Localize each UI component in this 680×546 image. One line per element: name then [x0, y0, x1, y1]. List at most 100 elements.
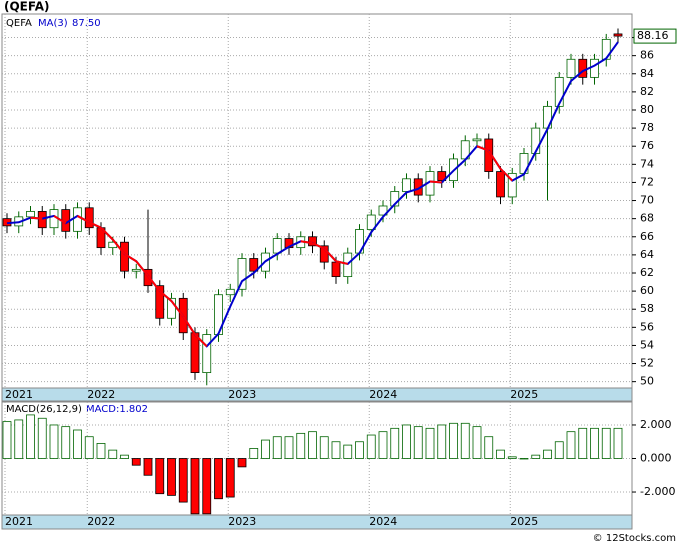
macd-bar — [531, 454, 541, 459]
y-tick-label: 64 — [640, 248, 654, 261]
macd-bar — [507, 456, 517, 459]
macd-bar — [437, 424, 447, 459]
x-tick-label: 2025 — [510, 515, 538, 528]
macd-bar — [26, 414, 35, 459]
candle-body — [331, 261, 341, 278]
y-tick-label: 76 — [640, 139, 654, 152]
macd-bar — [613, 427, 623, 459]
y-tick-label: 68 — [640, 212, 654, 225]
candle-body — [131, 268, 141, 272]
ma-down-segment — [300, 240, 313, 245]
ma-down-segment — [123, 253, 137, 263]
last-price-label: 88.16 — [637, 29, 669, 42]
macd-bar — [590, 427, 599, 459]
candle-body — [390, 191, 400, 207]
y-tick-label: 74 — [640, 157, 654, 170]
ma-down-segment — [53, 215, 67, 225]
macd-bar — [214, 458, 223, 500]
candle-body — [26, 211, 35, 218]
macd-bar — [496, 449, 505, 459]
ma-down-segment — [312, 242, 325, 250]
macd-bar — [284, 436, 294, 459]
ma-down-segment — [100, 227, 114, 241]
candle-body — [402, 178, 411, 192]
macd-bar — [73, 429, 82, 459]
y-tick-label: 52 — [640, 357, 654, 370]
x-tick-label: 2022 — [87, 388, 115, 401]
macd-bar — [460, 422, 470, 459]
y-tick-label: 70 — [640, 194, 654, 207]
macd-bar — [202, 458, 212, 515]
ma-down-segment — [135, 260, 149, 277]
y-tick-label: 0.000 — [640, 452, 672, 465]
macd-bar — [155, 458, 165, 495]
x-tick-label: 2021 — [5, 515, 33, 528]
legend-entry: MA(3) — [38, 18, 68, 29]
macd-bar — [131, 458, 141, 466]
macd-bar — [84, 436, 94, 459]
candle-body — [237, 258, 247, 290]
candle-body — [566, 58, 576, 78]
ma-down-segment — [159, 290, 173, 302]
x-tick-label: 2025 — [510, 388, 538, 401]
macd-bar — [343, 444, 353, 459]
macd-bar — [261, 439, 270, 459]
macd-bar — [554, 441, 564, 459]
candle-body — [155, 285, 165, 319]
year-band — [1, 387, 633, 402]
macd-bar — [2, 421, 12, 459]
candle-body — [507, 172, 517, 198]
candle-body — [472, 138, 482, 142]
candle-body — [308, 236, 317, 247]
candle-body — [366, 214, 376, 230]
y-tick-label: 72 — [640, 175, 654, 188]
candle-body — [496, 171, 505, 198]
year-band — [1, 514, 633, 530]
macd-bar — [61, 426, 71, 459]
candle-body — [249, 258, 259, 272]
y-tick-label: 80 — [640, 103, 654, 116]
macd-bar — [378, 431, 388, 459]
macd-bar — [143, 458, 153, 476]
candle-body — [167, 297, 176, 319]
y-tick-label: -2.000 — [640, 485, 675, 498]
ma-down-segment — [476, 145, 490, 152]
macd-bar — [167, 458, 176, 496]
macd-bar — [108, 449, 118, 459]
ma-down-segment — [88, 221, 102, 229]
footer: © 12Stocks.com — [593, 533, 676, 544]
macd-bar — [366, 434, 376, 459]
macd-bar — [566, 431, 576, 459]
y-tick-label: 62 — [640, 266, 654, 279]
macd-bar — [49, 424, 59, 459]
macd-bar — [319, 436, 329, 459]
candle-body — [554, 76, 564, 107]
macd-bar — [413, 426, 423, 459]
x-tick-label: 2021 — [5, 388, 33, 401]
legend-entry: QEFA — [6, 18, 32, 29]
macd-bar — [578, 427, 588, 459]
candle-body — [272, 238, 282, 254]
candle-body — [601, 38, 611, 60]
macd-bar — [308, 431, 317, 459]
ma-down-segment — [194, 333, 208, 348]
macd-bar — [472, 426, 482, 459]
candle-body — [225, 288, 235, 296]
ma-down-segment — [487, 150, 502, 170]
ma-down-segment — [335, 260, 348, 265]
chart-title: (QEFA) — [4, 0, 49, 14]
macd-bar — [190, 458, 200, 515]
ma-down-segment — [170, 300, 185, 318]
macd-bar — [249, 448, 259, 459]
macd-bar — [484, 436, 494, 459]
macd-bar — [96, 443, 106, 459]
candle-body — [590, 58, 599, 78]
macd-bar — [390, 427, 400, 459]
macd-bar — [355, 441, 364, 459]
candle-body — [202, 334, 212, 374]
ma-down-segment — [111, 238, 126, 255]
macd-title: MACD(26,12,9) — [6, 404, 82, 415]
x-tick-label: 2022 — [87, 515, 115, 528]
macd-bar — [449, 422, 458, 459]
candle-body — [143, 268, 153, 287]
